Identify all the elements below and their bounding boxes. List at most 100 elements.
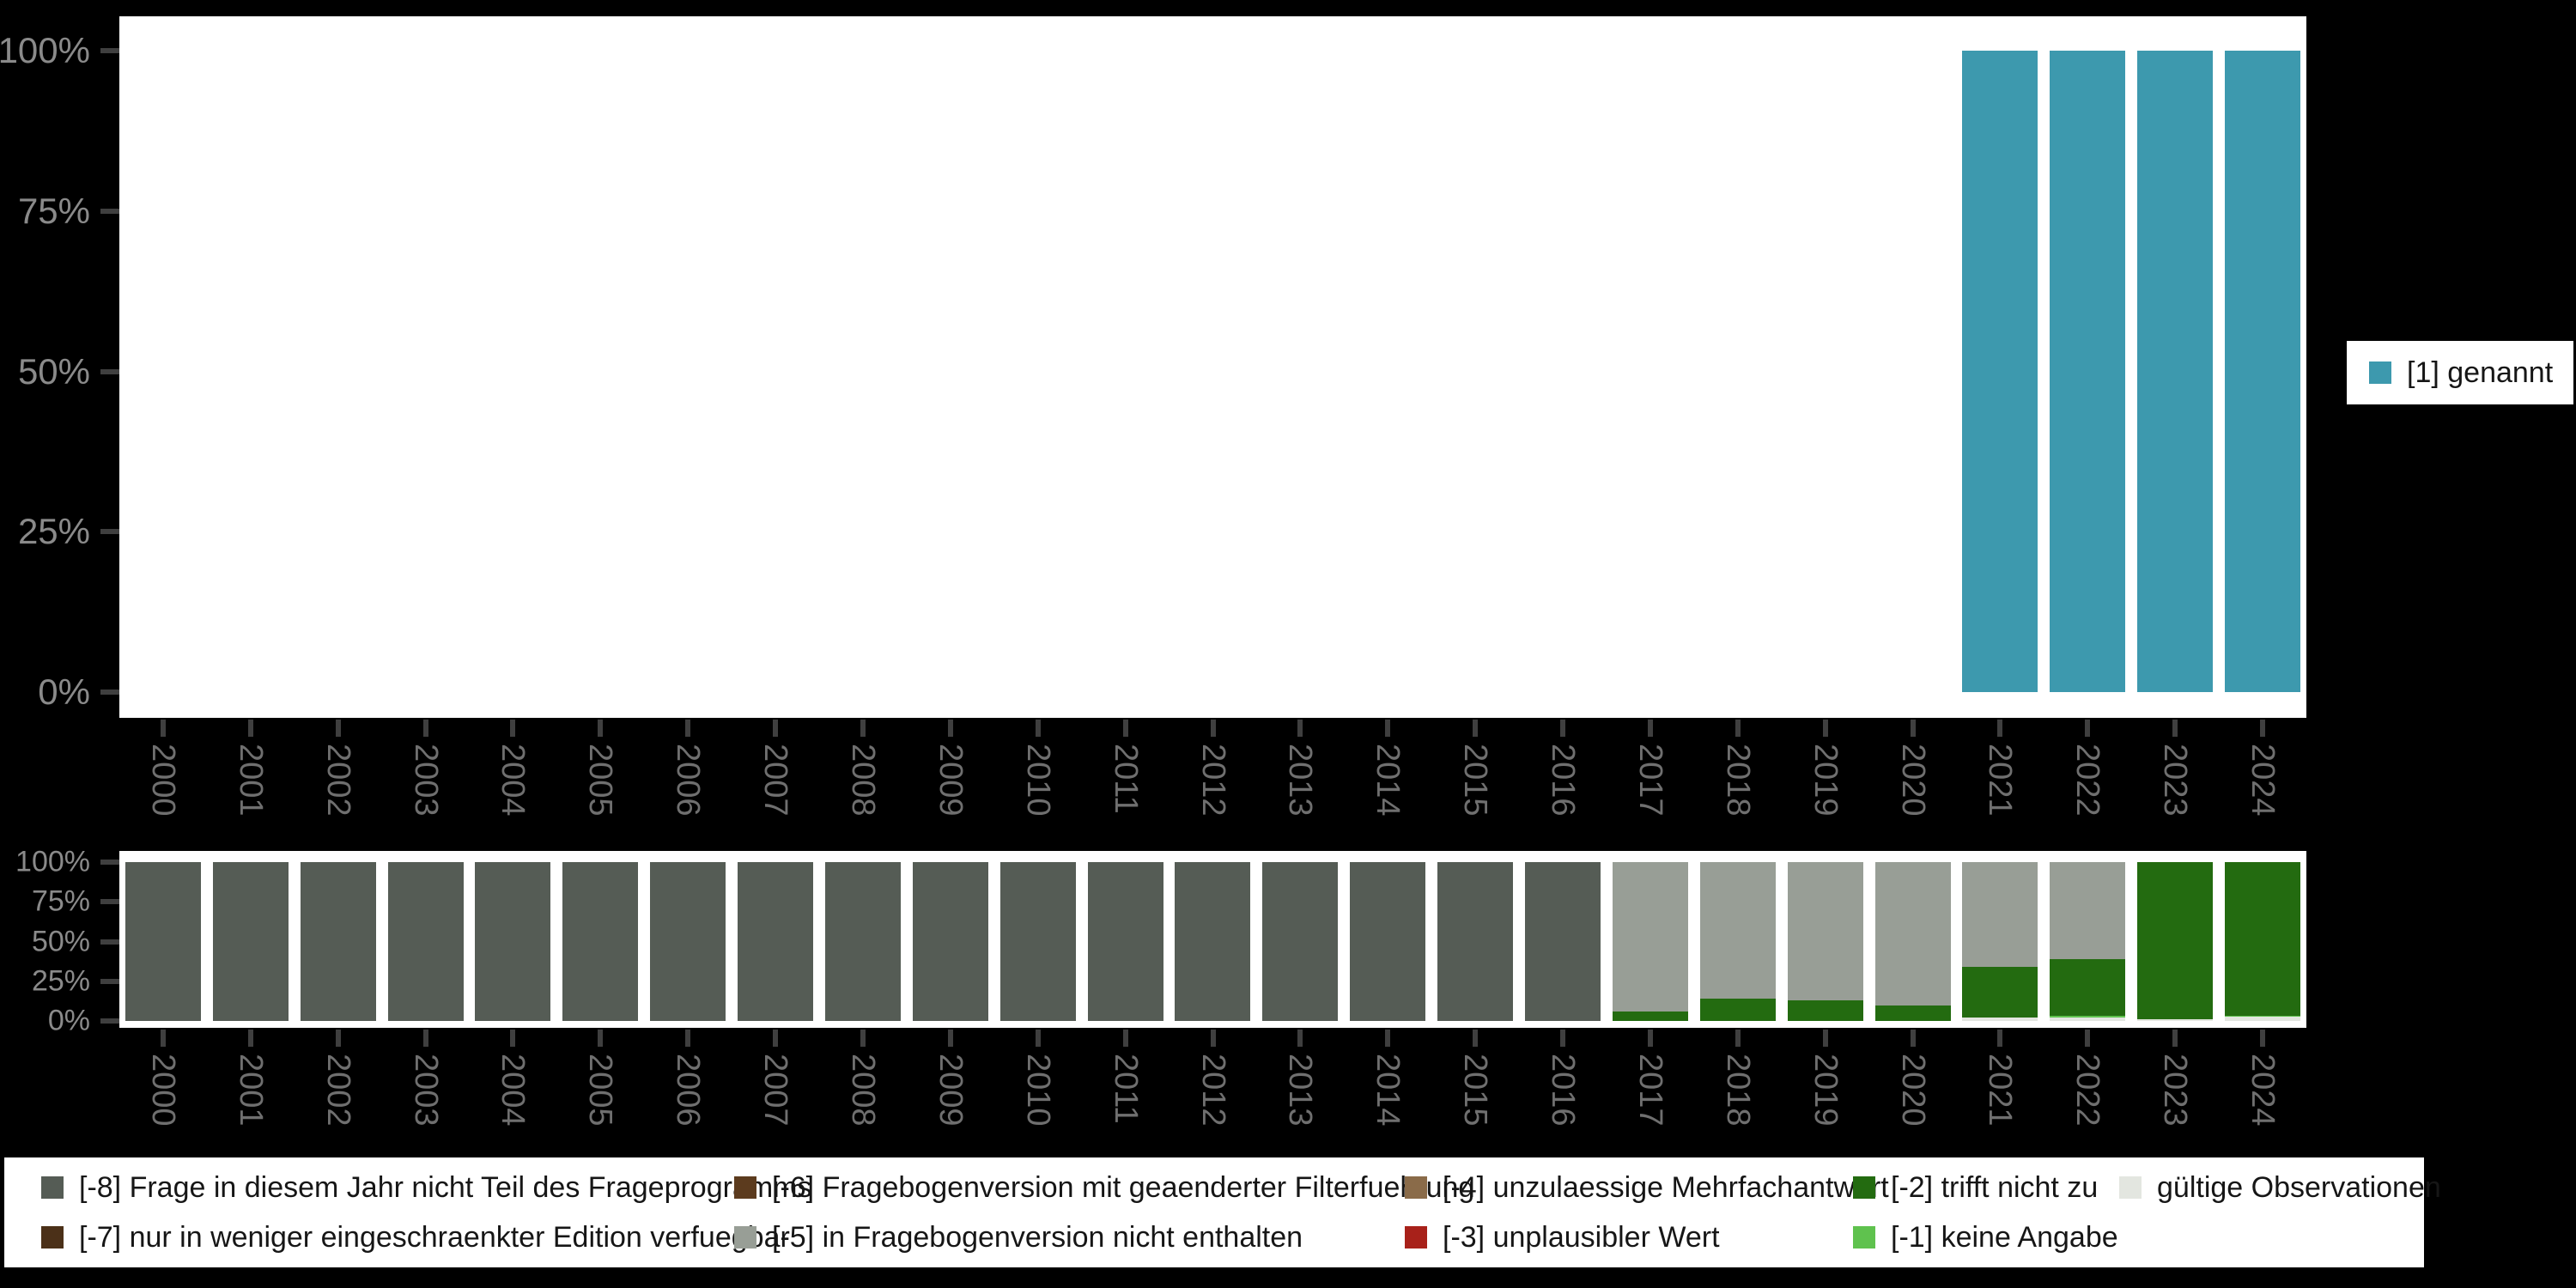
- x-axis-year-label: 2014: [1370, 744, 1406, 817]
- bar-segment[interactable]: [1612, 862, 1688, 1012]
- bar-segment[interactable]: [1699, 999, 1776, 1021]
- bar-segment[interactable]: [1175, 862, 1251, 1021]
- x-axis-tick: [1822, 1030, 1828, 1047]
- y-axis-tick: [100, 48, 119, 53]
- bar-segment[interactable]: [1087, 862, 1163, 1021]
- bar-segment[interactable]: [2137, 862, 2214, 1020]
- bar-segment[interactable]: [1962, 1018, 2038, 1021]
- bar-2018: [1700, 51, 1776, 692]
- bar-segment[interactable]: [650, 862, 726, 1021]
- bar-slot-2016: [1519, 51, 1607, 692]
- bar-segment[interactable]: [738, 862, 814, 1021]
- bar-segment[interactable]: [1612, 1011, 1688, 1021]
- bar-segment[interactable]: [912, 862, 988, 1021]
- bar-segment[interactable]: [1525, 862, 1601, 1021]
- bar-slot-2017: [1607, 51, 1694, 692]
- bar-2004: [475, 862, 551, 1021]
- x-axis-tick: [510, 1030, 516, 1047]
- bar-segment[interactable]: [2225, 1017, 2301, 1021]
- x-axis-tick: [2172, 720, 2178, 737]
- bar-2023: [2137, 51, 2214, 692]
- bar-segment[interactable]: [1962, 51, 2038, 692]
- bar-segment[interactable]: [2137, 51, 2214, 692]
- x-axis-year-label: 2005: [582, 744, 619, 817]
- bar-2003: [388, 51, 464, 692]
- bar-segment[interactable]: [2225, 1015, 2301, 1018]
- bar-slot-2002: [295, 51, 382, 692]
- bar-segment[interactable]: [2137, 1019, 2214, 1021]
- bar-segment[interactable]: [300, 862, 376, 1021]
- bar-2024: [2225, 862, 2301, 1021]
- bar-slot-2024: [2219, 862, 2306, 1021]
- bar-segment[interactable]: [2050, 51, 2126, 692]
- x-axis-year-label: 2019: [1807, 1054, 1844, 1127]
- bar-segment[interactable]: [2225, 51, 2301, 692]
- bar-2023: [2137, 862, 2214, 1021]
- x-axis-tick: [1647, 1030, 1653, 1047]
- bar-2003: [387, 862, 464, 1021]
- bar-segment[interactable]: [2050, 862, 2126, 959]
- y-axis-tick: [100, 690, 119, 695]
- y-axis-label: 25%: [31, 964, 90, 998]
- x-axis-tick: [860, 1030, 866, 1047]
- bar-segment[interactable]: [1262, 862, 1339, 1021]
- bar-segment[interactable]: [1699, 862, 1776, 999]
- bar-segment[interactable]: [1787, 999, 1863, 1021]
- legend-item-label: [-1] keine Angabe: [1891, 1220, 2118, 1254]
- x-axis-year-label: 2005: [582, 1054, 619, 1127]
- x-axis-tick: [510, 720, 516, 737]
- bar-segment[interactable]: [1874, 1005, 1951, 1021]
- bar-slot-2000: [119, 862, 207, 1021]
- bar-slot-2020: [1869, 862, 1957, 1021]
- x-axis-year-label: 2007: [757, 744, 794, 817]
- x-axis-tick: [598, 720, 604, 737]
- x-axis-year-label: 2006: [670, 1054, 707, 1127]
- bar-segment[interactable]: [125, 862, 201, 1021]
- bar-segment[interactable]: [824, 862, 901, 1021]
- bar-slot-2004: [470, 862, 557, 1021]
- bar-segment[interactable]: [2050, 958, 2126, 1017]
- y-axis-tick: [100, 1018, 119, 1024]
- bar-segment[interactable]: [2225, 862, 2301, 1016]
- x-axis-tick: [160, 1030, 166, 1047]
- bar-segment[interactable]: [999, 862, 1076, 1021]
- legend-swatch-icon: [1853, 1226, 1875, 1249]
- bar-2011: [1088, 51, 1163, 692]
- bar-slot-2017: [1607, 862, 1694, 1021]
- bar-segment[interactable]: [387, 862, 464, 1021]
- bar-slot-2007: [732, 862, 819, 1021]
- x-axis-tick: [1035, 1030, 1041, 1047]
- bar-segment[interactable]: [1350, 862, 1426, 1021]
- bar-slot-2008: [819, 862, 907, 1021]
- x-axis-year-label: 2008: [844, 744, 881, 817]
- bar-segment[interactable]: [1787, 862, 1863, 1000]
- x-axis-tick: [422, 1030, 428, 1047]
- bar-segment[interactable]: [562, 862, 639, 1021]
- bar-slot-2022: [2044, 862, 2131, 1021]
- bar-2006: [650, 51, 726, 692]
- bar-segment[interactable]: [1962, 862, 2038, 968]
- x-axis-tick: [2260, 720, 2266, 737]
- bar-2005: [562, 51, 638, 692]
- x-axis-year-label: 2008: [844, 1054, 881, 1127]
- bar-segment[interactable]: [212, 862, 289, 1021]
- legend-item: [-1] keine Angabe: [1853, 1221, 2119, 1255]
- x-axis-tick: [947, 1030, 953, 1047]
- y-axis-label: 50%: [17, 350, 90, 392]
- bar-segment[interactable]: [2050, 1018, 2126, 1021]
- x-axis-year-label: 2004: [495, 744, 532, 817]
- x-axis-year-label: 2016: [1545, 744, 1582, 817]
- bar-segment[interactable]: [1437, 862, 1514, 1021]
- bar-segment[interactable]: [1962, 967, 2038, 1018]
- bottom-bars-region: [119, 862, 2306, 1021]
- bar-segment[interactable]: [2050, 1016, 2126, 1018]
- x-axis-year-label: 2022: [2069, 1054, 2106, 1127]
- bar-segment[interactable]: [1874, 862, 1951, 1005]
- bar-2016: [1525, 862, 1601, 1021]
- bar-slot-2014: [1344, 862, 1431, 1021]
- legend-item: [-4] unzulaessige Mehrfachantwort: [1405, 1171, 1889, 1205]
- bar-2001: [213, 51, 289, 692]
- bar-segment[interactable]: [475, 862, 551, 1021]
- x-axis-year-label: 2003: [407, 1054, 444, 1127]
- bar-2022: [2050, 862, 2126, 1021]
